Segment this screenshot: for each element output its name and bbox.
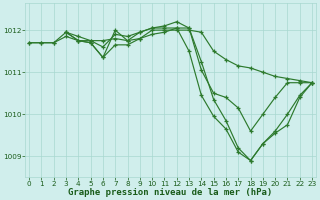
X-axis label: Graphe pression niveau de la mer (hPa): Graphe pression niveau de la mer (hPa) (68, 188, 273, 197)
